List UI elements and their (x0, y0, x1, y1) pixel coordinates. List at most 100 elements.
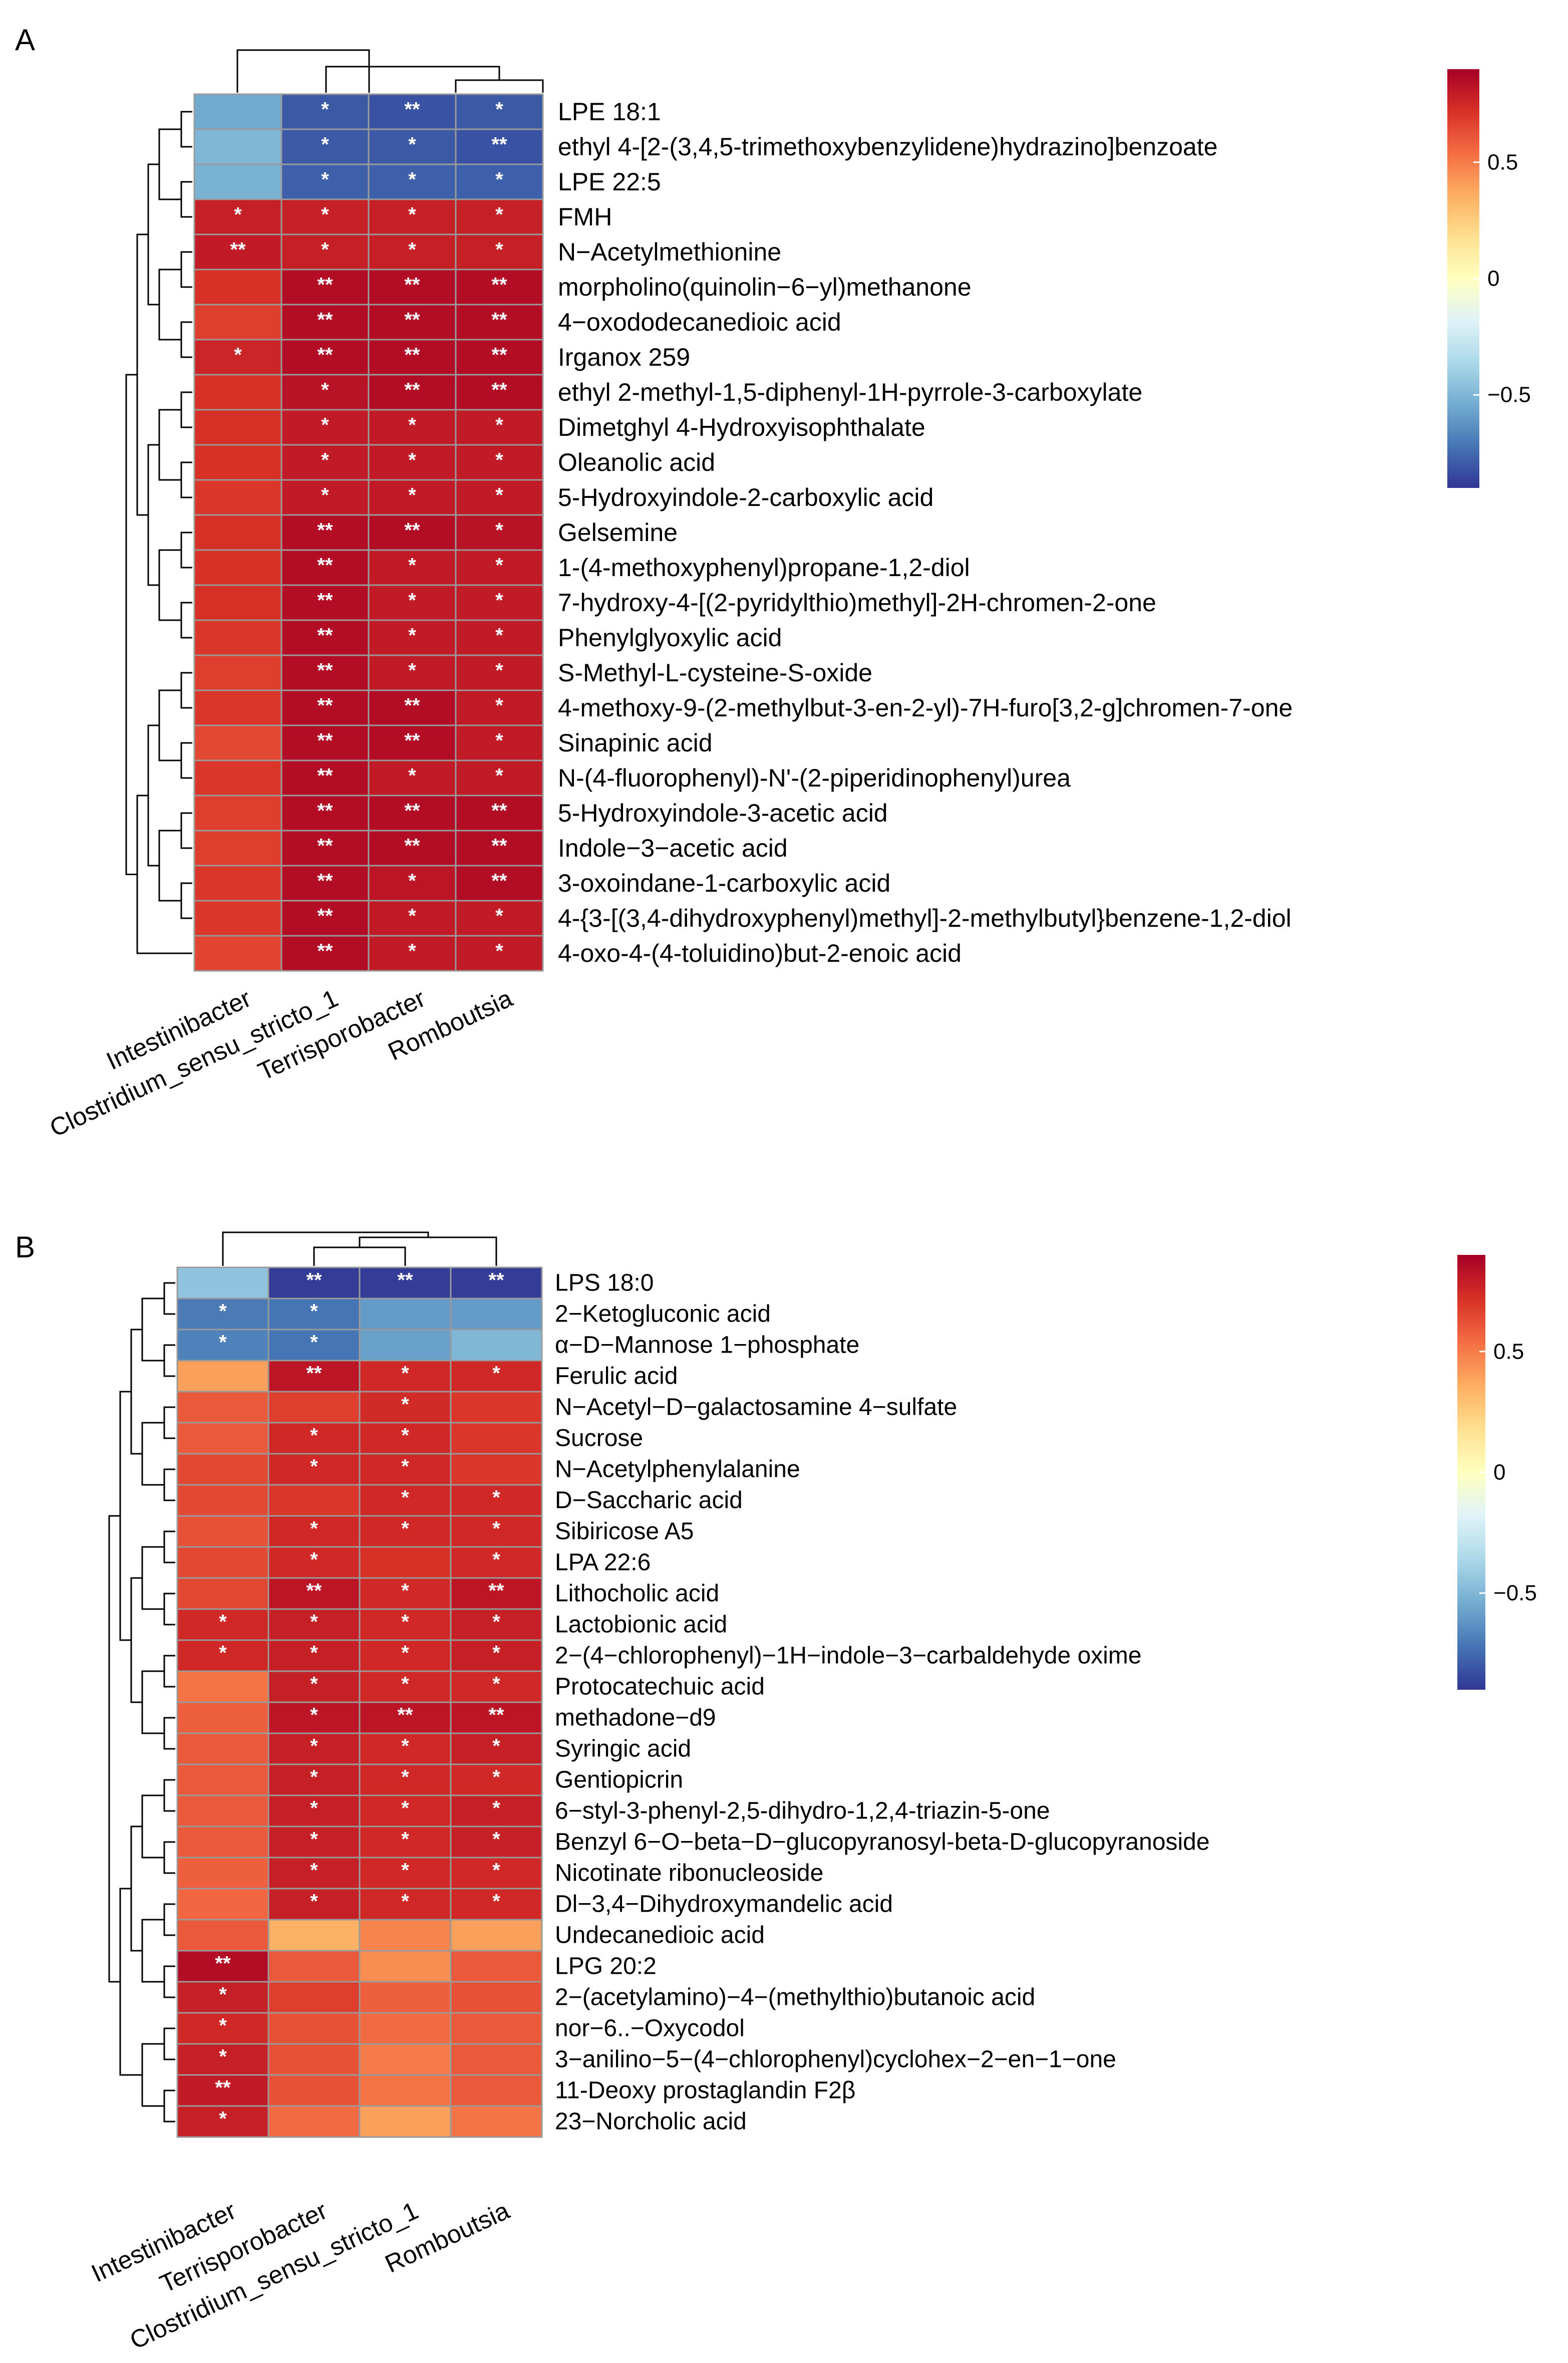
significance-mark: * (401, 1486, 409, 1508)
dendrogram-branch (141, 2043, 164, 2107)
heatmap-cell (176, 1546, 269, 1579)
significance-mark: * (310, 1673, 318, 1695)
dendrogram-branch (180, 181, 192, 218)
row-label: Sinapinic acid (558, 729, 713, 757)
row-label: 2−Ketogluconic acid (555, 1301, 771, 1328)
heatmap-cell (450, 1670, 543, 1703)
heatmap-cell (193, 269, 282, 306)
heatmap-cell (450, 1453, 543, 1486)
heatmap-cell (176, 1453, 269, 1486)
significance-mark: ** (317, 694, 333, 716)
heatmap-cell (193, 304, 282, 341)
heatmap-cell (280, 689, 370, 726)
significance-mark: * (495, 764, 503, 786)
row-label: 3−anilino−5−(4−chlorophenyl)cyclohex−2−e… (555, 2046, 1116, 2073)
dendrogram-branch (130, 1825, 142, 1952)
row-label: LPA 22:6 (555, 1549, 651, 1576)
heatmap-cell (450, 2105, 543, 2138)
heatmap-cell (455, 409, 544, 446)
heatmap-cell (450, 1577, 543, 1610)
legend-tick-label: 0.5 (1487, 150, 1518, 174)
heatmap-cell (193, 128, 282, 165)
significance-mark: * (310, 1455, 318, 1477)
heatmap-cell (450, 1763, 543, 1796)
heatmap-cell (359, 1453, 452, 1486)
heatmap-cell (193, 93, 282, 130)
significance-mark: ** (404, 309, 420, 331)
color-legend: 0.5 0 −0.5 (1457, 1255, 1537, 1690)
heatmap-cell (176, 1670, 269, 1703)
significance-mark: * (401, 1611, 409, 1633)
significance-mark: ** (317, 764, 333, 786)
heatmap-cell (193, 724, 282, 761)
significance-mark: * (310, 1828, 318, 1850)
heatmap-cell (368, 93, 457, 130)
heatmap-cell (280, 479, 370, 516)
row-label: N−Acetylphenylalanine (555, 1456, 800, 1483)
heatmap-cell (176, 1484, 269, 1517)
significance-mark: * (310, 1859, 318, 1881)
significance-mark: * (310, 1704, 318, 1726)
heatmap-cell (455, 584, 544, 621)
row-label: 11-Deoxy prostaglandin F2β (555, 2077, 855, 2104)
significance-mark: * (219, 1300, 227, 1322)
heatmap-cell (176, 1515, 269, 1548)
dendrogram-branch (180, 391, 192, 428)
significance-mark: * (408, 203, 416, 225)
dendrogram-branch (163, 1593, 175, 1626)
row-label: Sibiricose A5 (555, 1518, 694, 1545)
heatmap-cell (193, 444, 282, 481)
heatmap-cell (368, 269, 457, 306)
heatmap-cell (450, 1732, 543, 1765)
heatmap-cell (280, 935, 370, 972)
significance-mark: * (492, 1673, 500, 1695)
significance-mark: ** (404, 835, 420, 857)
heatmap-cell (176, 1825, 269, 1859)
significance-mark: ** (317, 835, 333, 857)
row-label: 2−(acetylamino)−4−(methylthio)butanoic a… (555, 1984, 1035, 2011)
heatmap-cell (450, 1981, 543, 2014)
significance-mark: * (495, 554, 503, 576)
dendrogram-branch (125, 374, 137, 875)
dendrogram-branch (136, 233, 148, 516)
dendrogram-branch (180, 742, 192, 779)
heatmap-cell (450, 1857, 543, 1890)
heatmap-cell (280, 93, 370, 130)
significance-mark: * (321, 203, 329, 225)
significance-mark: ** (397, 1704, 413, 1726)
significance-mark: * (321, 484, 329, 506)
significance-mark: ** (317, 940, 333, 962)
panel-label: A (15, 23, 35, 57)
row-labels: LPS 18:0 2−Ketogluconic acid α−D−Mannose 1… (555, 1270, 1209, 2135)
significance-mark: ** (491, 274, 507, 296)
row-label: Lithocholic acid (555, 1581, 719, 1607)
significance-mark: * (408, 554, 416, 576)
dendrogram-branch (180, 321, 192, 358)
color-legend: 0.5 0 −0.5 (1447, 69, 1531, 488)
significance-mark: * (495, 905, 503, 927)
row-label: LPE 18:1 (558, 98, 661, 126)
significance-mark: * (408, 870, 416, 892)
significance-mark: * (492, 1797, 500, 1819)
significance-mark: * (401, 1580, 409, 1602)
heatmap-cell (193, 479, 282, 516)
dendrogram-branch (136, 795, 192, 954)
significance-mark: * (234, 344, 242, 366)
significance-mark: * (310, 1424, 318, 1446)
significance-mark: * (495, 203, 503, 225)
significance-mark: * (219, 1983, 227, 2005)
heatmap-cell (176, 2074, 269, 2107)
row-label: ethyl 2-methyl-1,5-diphenyl-1H-pyrrole-3… (558, 378, 1142, 406)
dendrogram-branch (147, 724, 159, 867)
heatmap-cell (193, 689, 282, 726)
significance-mark: * (408, 238, 416, 260)
significance-mark: ** (317, 800, 333, 822)
heatmap-cell (450, 1888, 543, 1921)
significance-mark: * (495, 98, 503, 120)
heatmap-cell (455, 830, 544, 867)
significance-mark: * (401, 1859, 409, 1881)
heatmap-cell (359, 1981, 452, 2014)
row-label: Lactobionic acid (555, 1612, 727, 1638)
heatmap-cell (267, 1484, 361, 1517)
heatmap-cell (267, 1639, 361, 1672)
